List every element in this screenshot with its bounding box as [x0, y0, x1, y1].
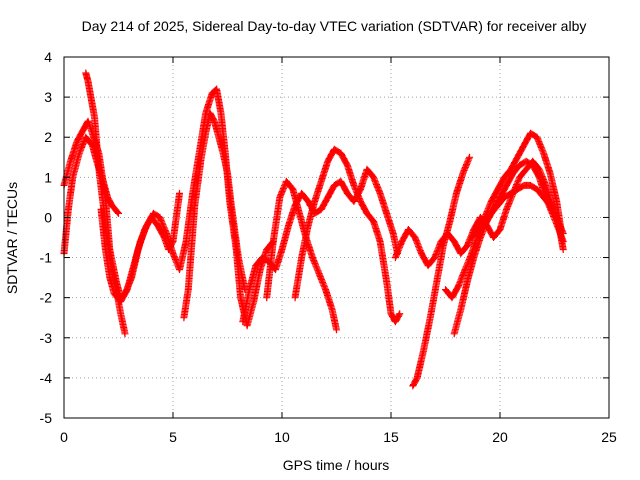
y-tick-label: -1: [40, 250, 53, 266]
chart-title: Day 214 of 2025, Sidereal Day-to-day VTE…: [82, 18, 587, 34]
y-tick-label: -4: [40, 370, 53, 386]
y-axis: -5 -4 -3 -2 -1 0 1 2 3 4: [40, 49, 609, 426]
x-tick-label: 15: [383, 429, 399, 445]
y-tick-label: 0: [44, 209, 52, 225]
series-markers: [60, 117, 183, 302]
y-tick-label: 1: [44, 169, 52, 185]
x-tick-label: 20: [492, 429, 508, 445]
series-sat-c: [60, 133, 122, 257]
y-tick-label: -3: [40, 330, 53, 346]
x-tick-label: 0: [60, 429, 68, 445]
series-layer: [60, 69, 567, 390]
series-sat-j: [409, 153, 473, 390]
grid: [64, 57, 609, 418]
x-tick-label: 5: [169, 429, 177, 445]
series-sat-f: [239, 165, 401, 326]
series-markers: [60, 133, 122, 257]
series-sat-h: [291, 145, 404, 326]
x-axis-label: GPS time / hours: [283, 457, 390, 473]
y-tick-label: 2: [44, 129, 52, 145]
x-axis: 0 5 10 15 20 25: [60, 57, 617, 445]
plot-frame: [63, 56, 610, 419]
series-sat-m: [468, 181, 567, 241]
y-tick-label: 3: [44, 89, 52, 105]
y-axis-label: SDTVAR / TECUs: [4, 182, 20, 294]
x-tick-label: 10: [274, 429, 290, 445]
series-sat-a: [60, 117, 183, 302]
series-sat-k: [442, 129, 565, 302]
x-tick-label: 25: [601, 429, 617, 445]
y-tick-label: 4: [44, 49, 52, 65]
y-tick-label: -2: [40, 290, 53, 306]
y-tick-label: -5: [40, 410, 53, 426]
series-sat-e: [180, 109, 249, 322]
